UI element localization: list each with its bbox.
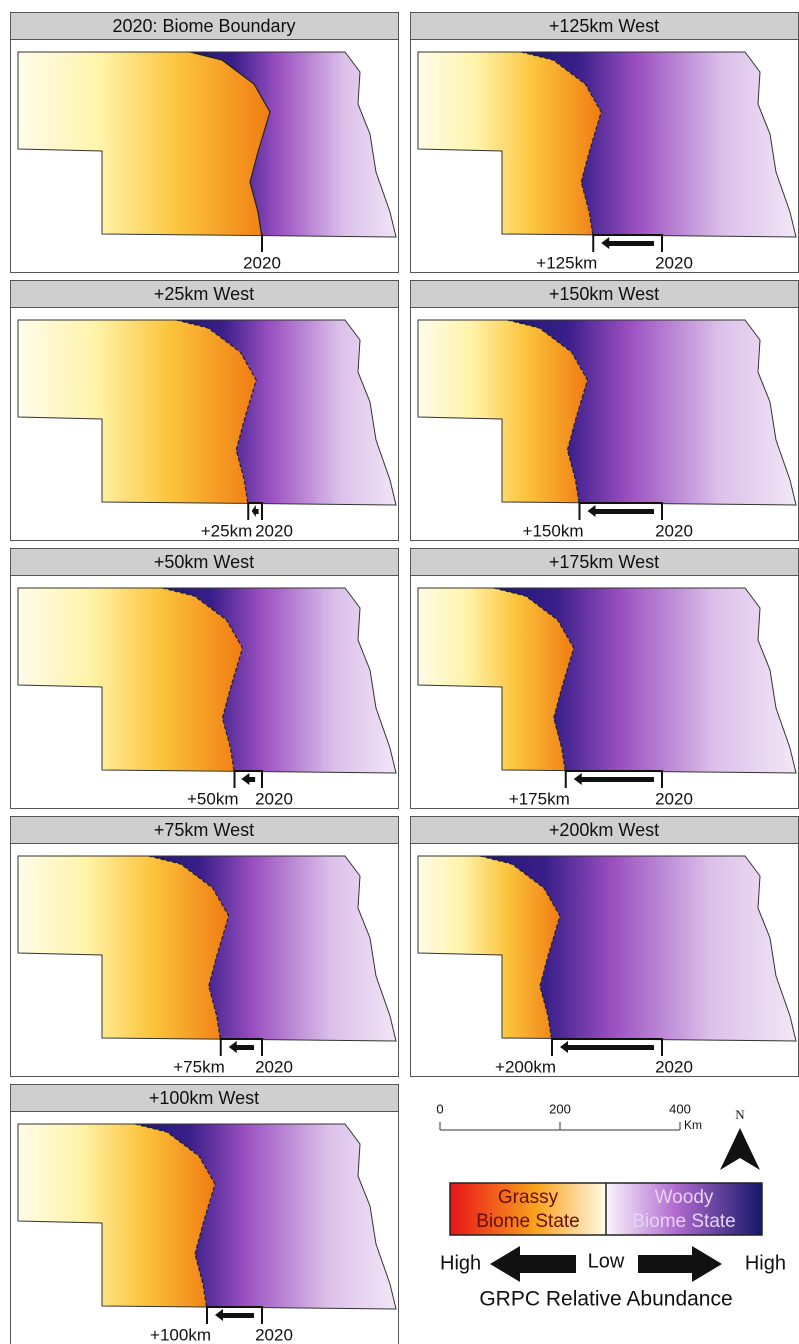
panel-header xyxy=(10,548,399,576)
scale-bar-label: 200 xyxy=(549,1101,571,1116)
north-label: N xyxy=(735,1107,745,1122)
reference-label: 2020 xyxy=(255,1325,293,1344)
panel-header xyxy=(10,12,399,40)
map-panel: +50km West +50km 2020 xyxy=(10,548,399,809)
state-outline xyxy=(17,51,397,238)
scale-bar-label: 400 xyxy=(669,1101,691,1116)
map-panel: +125km West +125km 2020 xyxy=(410,12,799,273)
shift-label: +100km xyxy=(150,1325,211,1344)
left-arrow xyxy=(490,1246,576,1282)
grassy-label: Biome State xyxy=(476,1211,580,1232)
panel-header xyxy=(410,12,799,40)
reference-label: 2020 xyxy=(655,789,693,808)
state-outline xyxy=(417,587,797,774)
woody-label: Biome State xyxy=(632,1211,736,1232)
shift-arrow xyxy=(251,505,259,517)
panel-header xyxy=(410,816,799,844)
biome-boundary xyxy=(493,588,575,773)
right-arrow xyxy=(638,1246,722,1282)
shift-arrow xyxy=(587,505,654,517)
state-outline xyxy=(417,51,797,238)
woody-colorbar xyxy=(606,1183,762,1235)
map-panel: +75km West +75km 2020 xyxy=(10,816,399,1077)
biome-boundary xyxy=(521,52,602,237)
biome-boundary xyxy=(148,856,230,1041)
panel-header xyxy=(10,816,399,844)
panel-header xyxy=(410,280,799,308)
legend-title: GRPC Relative Abundance xyxy=(479,1288,732,1311)
state-outline xyxy=(17,587,397,774)
map-panel: +150km West +150km 2020 xyxy=(410,280,799,541)
map-panel: +175km West +175km 2020 xyxy=(410,548,799,809)
biome-boundary xyxy=(134,1124,216,1309)
grassy-colorbar xyxy=(450,1183,606,1235)
shift-label: +50km xyxy=(187,789,239,808)
woodland-area xyxy=(507,320,796,505)
panel-title: +125km West xyxy=(549,16,659,36)
shift-arrow xyxy=(228,1041,254,1053)
shift-label: +175km xyxy=(509,789,570,808)
shift-arrow xyxy=(560,1041,654,1053)
woody-label: Woody xyxy=(655,1187,714,1208)
shift-arrow xyxy=(215,1309,254,1321)
shift-arrow xyxy=(573,773,654,785)
biome-boundary xyxy=(189,52,271,237)
shift-arrow xyxy=(601,237,654,249)
panel-title: 2020: Biome Boundary xyxy=(112,16,295,36)
woodland-area xyxy=(148,856,396,1041)
panel-title: +25km West xyxy=(154,284,254,304)
reference-label: 2020 xyxy=(255,789,293,808)
state-outline xyxy=(417,855,797,1042)
scale-bar-unit: Km xyxy=(684,1118,702,1132)
map-panel: +25km West +25km 2020 xyxy=(10,280,399,541)
panel-title: +150km West xyxy=(549,284,659,304)
low-label: Low xyxy=(588,1250,625,1272)
shift-label: +125km xyxy=(536,253,597,272)
map-panel: +200km West +200km 2020 xyxy=(410,816,799,1077)
grassy-label: Grassy xyxy=(498,1187,559,1208)
panel-title: +175km West xyxy=(549,552,659,572)
biome-boundary xyxy=(162,588,244,773)
woodland-area xyxy=(493,588,796,773)
state-outline xyxy=(17,319,397,506)
reference-label: 2020 xyxy=(255,1057,293,1076)
shift-label: +150km xyxy=(523,521,584,540)
reference-label: 2020 xyxy=(243,253,281,272)
shift-label: +200km xyxy=(495,1057,556,1076)
shift-label: +75km xyxy=(173,1057,225,1076)
biome-boundary xyxy=(479,856,561,1041)
biome-boundary xyxy=(176,320,257,505)
state-outline xyxy=(417,319,797,506)
panel-header xyxy=(10,280,399,308)
reference-label: 2020 xyxy=(655,253,693,272)
map-panel: +100km West +100km 2020 xyxy=(10,1084,399,1344)
state-outline xyxy=(17,855,397,1042)
shift-arrow xyxy=(241,773,256,785)
reference-label: 2020 xyxy=(255,521,293,540)
panel-title: +200km West xyxy=(549,820,659,840)
woodland-area xyxy=(135,1124,396,1309)
reference-label: 2020 xyxy=(655,521,693,540)
panel-title: +75km West xyxy=(154,820,254,840)
scale-bar-label: 0 xyxy=(436,1101,443,1116)
north-arrow xyxy=(720,1128,760,1170)
panel-header xyxy=(410,548,799,576)
reference-label: 2020 xyxy=(655,1057,693,1076)
panel-header xyxy=(10,1084,399,1112)
state-outline xyxy=(17,1123,397,1310)
map-panel: 2020: Biome Boundary 2020 xyxy=(10,12,399,273)
woodland-area xyxy=(521,52,796,237)
panel-title: +100km West xyxy=(149,1088,259,1108)
woodland-area xyxy=(176,320,396,505)
high-label: High xyxy=(745,1252,786,1274)
shift-label: +25km xyxy=(201,521,253,540)
woodland-area xyxy=(162,588,396,773)
high-label: High xyxy=(440,1252,481,1274)
biome-boundary xyxy=(507,320,589,505)
panel-title: +50km West xyxy=(154,552,254,572)
woodland-area xyxy=(480,856,796,1041)
